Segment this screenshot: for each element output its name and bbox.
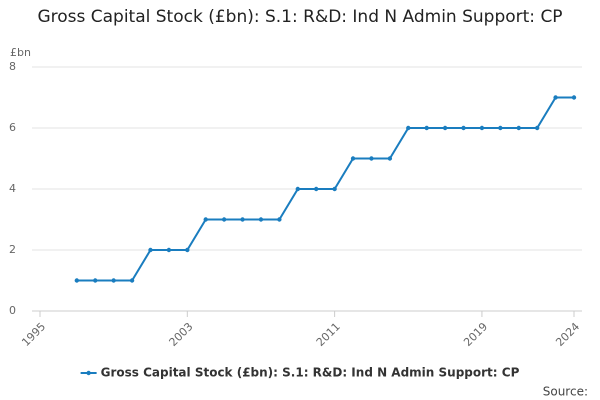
data-point [571,95,577,100]
data-point [387,156,393,161]
x-tick-label: 2011 [314,320,343,349]
chart-title: Gross Capital Stock (£bn): S.1: R&D: Ind… [37,7,563,27]
data-point [553,95,558,100]
data-point [369,156,374,161]
x-tick-label: 1995 [19,320,48,349]
data-point [111,278,116,283]
data-point [516,125,521,131]
data-point [166,247,172,253]
data-point [295,186,300,192]
data-point [93,278,98,283]
data-point [534,125,540,131]
x-tick-label: 2019 [461,320,490,349]
data-point [332,186,337,192]
data-point [258,217,264,222]
data-point [277,217,282,222]
data-point [240,217,245,222]
legend-label: Gross Capital Stock (£bn): S.1: R&D: Ind… [101,366,520,380]
y-tick-label: 6 [9,121,16,134]
x-tick-label: 2024 [553,320,582,349]
y-tick-label: 4 [9,182,16,195]
y-axis-label: £bn [10,46,31,59]
data-point [148,247,153,253]
y-tick-label: 2 [9,243,16,256]
data-point [498,125,503,131]
data-point [406,125,411,131]
data-point [314,186,319,192]
data-point [185,247,190,253]
legend-marker [86,370,91,376]
data-point [129,278,135,283]
source: Source: [543,385,588,399]
data-point [203,217,208,222]
data-point [424,125,429,131]
data-point [442,125,448,131]
data-point [221,217,227,222]
data-point [74,278,80,283]
y-tick-label: 0 [9,304,16,317]
data-point [479,125,485,131]
data-point [461,125,466,131]
y-tick-label: 8 [9,60,16,73]
data-line [76,96,574,282]
x-tick-label: 2003 [167,320,196,349]
data-point [350,156,356,161]
